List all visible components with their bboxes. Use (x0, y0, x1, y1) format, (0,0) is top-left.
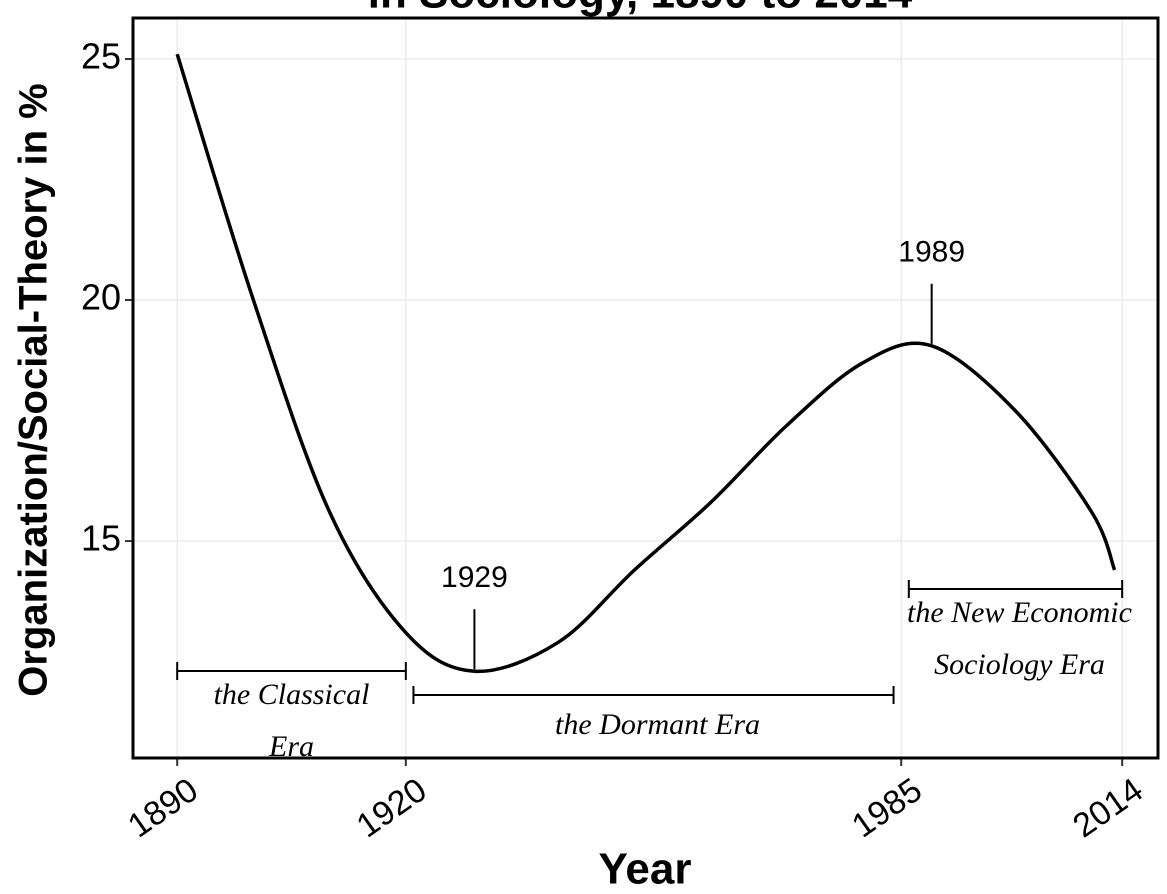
plot-border (131, 16, 1160, 760)
annotation: 1989 (898, 236, 965, 269)
line (175, 53, 1117, 674)
era-bracket (907, 580, 1124, 598)
y-axis-label: Organization/Social-Theory in % (12, 83, 56, 696)
x-tick-label: 1985 (845, 771, 929, 846)
era-label: Era (268, 730, 314, 763)
y-tick-label: 25 (81, 35, 121, 76)
y-tick-label: 15 (81, 518, 121, 559)
x-axis-label: Year (599, 845, 692, 894)
annotation: 1929 (441, 561, 508, 594)
chart-title: in Sociology, 1890 to 2014 (368, 0, 913, 18)
x-tick-label: 1920 (350, 771, 434, 846)
x-tick-label: 1890 (121, 771, 205, 846)
y-tick-label: 20 (81, 277, 121, 318)
era-bracket (412, 686, 895, 704)
era-label: the New Economic (907, 596, 1132, 629)
era-label: Sociology Era (934, 648, 1105, 681)
era-label: the Classical (214, 678, 370, 711)
era-bracket (176, 662, 407, 680)
x-tick-label: 2014 (1066, 771, 1150, 846)
era-label: the Dormant Era (555, 708, 760, 741)
